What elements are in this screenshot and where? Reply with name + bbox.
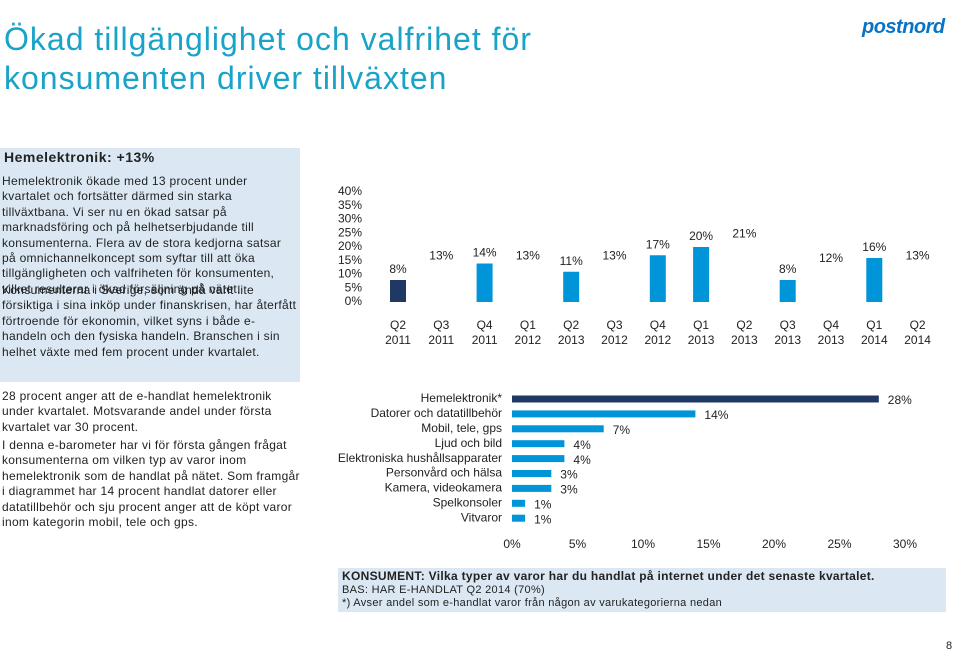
x-tick-label: Q2 2011	[385, 318, 411, 347]
category-label: Datorer och datatillbehör	[371, 406, 502, 420]
bar	[512, 514, 526, 522]
value-label: 13%	[516, 248, 540, 262]
bar	[512, 499, 526, 507]
x-tick-label: Q2 2013	[731, 318, 758, 347]
value-label: 3%	[560, 468, 578, 482]
value-label: 17%	[646, 237, 670, 251]
value-label: 1%	[534, 497, 552, 511]
y-tick-label: 35%	[338, 198, 362, 212]
page-number: 8	[946, 640, 953, 652]
value-label: 8%	[389, 262, 407, 276]
category-label: Elektroniska hushållsapparater	[338, 451, 502, 465]
x-tick-label: 15%	[696, 537, 720, 551]
bar	[512, 440, 565, 448]
value-label: 4%	[573, 453, 591, 467]
category-label: Kamera, videokamera	[385, 481, 503, 495]
logo: postnord	[862, 16, 945, 38]
value-label: 13%	[602, 248, 626, 262]
category-label: Personvård och hälsa	[386, 466, 502, 480]
value-label: 7%	[613, 423, 631, 437]
footer-note: *) Avser andel som e-handlat varor från …	[342, 597, 723, 609]
y-tick-label: 30%	[338, 212, 362, 226]
y-tick-label: 25%	[338, 225, 362, 239]
value-label: 12%	[819, 251, 843, 265]
category-label: Ljud och bild	[435, 436, 502, 450]
y-tick-label: 5%	[345, 280, 363, 294]
x-tick-label: 30%	[893, 537, 917, 551]
value-label: 16%	[862, 240, 886, 254]
bar	[606, 266, 623, 302]
bar	[476, 263, 493, 302]
footer-question: KONSUMENT: Vilka typer av varor har du h…	[342, 569, 875, 583]
x-tick-label: Q2 2013	[557, 318, 585, 347]
category-label: Spelkonsoler	[433, 495, 502, 509]
bar	[693, 247, 710, 302]
bar	[390, 280, 406, 302]
sidebar-heading: Hemelektronik: +13%	[4, 149, 155, 165]
value-label: 4%	[573, 438, 591, 452]
x-tick-label: Q1 2012	[514, 318, 542, 347]
y-tick-label: 20%	[338, 239, 362, 253]
bar	[512, 470, 552, 477]
x-tick-label: Q4 2012	[644, 318, 672, 347]
bar	[649, 255, 666, 302]
value-label: 3%	[560, 483, 578, 497]
y-tick-label: 15%	[338, 253, 362, 267]
value-label: 14%	[473, 246, 497, 260]
bar	[512, 425, 604, 433]
bar	[519, 266, 536, 302]
x-tick-label: Q1 2013	[687, 318, 715, 347]
bar	[512, 410, 696, 418]
bar	[512, 455, 565, 463]
sidebar-panel	[0, 148, 300, 382]
x-tick-label: Q4 2011	[471, 318, 498, 347]
x-tick-label: 10%	[631, 537, 655, 551]
paragraph: 28 procent anger att de e-handlat hemele…	[2, 389, 272, 434]
value-label: 13%	[906, 248, 930, 262]
bar	[823, 269, 839, 302]
value-label: 8%	[779, 262, 797, 276]
value-label: 1%	[534, 512, 552, 526]
bar	[779, 280, 796, 302]
x-tick-label: 25%	[827, 537, 851, 551]
bar	[512, 484, 552, 492]
category-label: Vitvaror	[461, 510, 502, 524]
x-tick-label: 5%	[569, 537, 587, 551]
paragraph: Konsumenterna i Sverige, som ändå varit …	[2, 283, 297, 359]
bar	[866, 258, 883, 302]
bar	[563, 271, 580, 302]
value-label: 20%	[689, 229, 713, 243]
x-tick-label: Q3 2012	[601, 318, 628, 347]
value-label: 21%	[732, 226, 756, 240]
page-title: Ökad tillgänglighet och valfrihet för ko…	[4, 21, 532, 96]
paragraph: I denna e-barometer har vi för första gå…	[2, 438, 300, 530]
value-label: 28%	[888, 393, 912, 407]
x-tick-label: Q2 2014	[904, 318, 931, 347]
x-tick-label: Q4 2013	[817, 318, 845, 347]
y-tick-label: 10%	[338, 267, 362, 281]
bar	[433, 266, 450, 302]
x-tick-label: 0%	[503, 537, 521, 551]
bar	[909, 266, 926, 302]
y-tick-label: 40%	[338, 184, 362, 198]
footer-panel	[338, 568, 946, 612]
x-tick-label: 20%	[762, 537, 786, 551]
paragraph: Hemelektronik ökade med 13 procent under…	[2, 174, 282, 296]
bar	[736, 244, 753, 302]
category-label: Mobil, tele, gps	[421, 421, 502, 435]
footer-base: BAS: HAR E-HANDLAT Q2 2014 (70%)	[342, 584, 545, 596]
value-label: 11%	[560, 254, 583, 268]
value-label: 14%	[704, 408, 728, 422]
x-tick-label: Q3 2011	[428, 318, 455, 347]
bar	[512, 395, 879, 403]
value-label: 13%	[429, 248, 453, 262]
y-tick-label: 0%	[345, 294, 363, 308]
x-tick-label: Q3 2013	[774, 318, 802, 347]
category-label: Hemelektronik*	[421, 391, 503, 405]
x-tick-label: Q1 2014	[860, 318, 888, 347]
